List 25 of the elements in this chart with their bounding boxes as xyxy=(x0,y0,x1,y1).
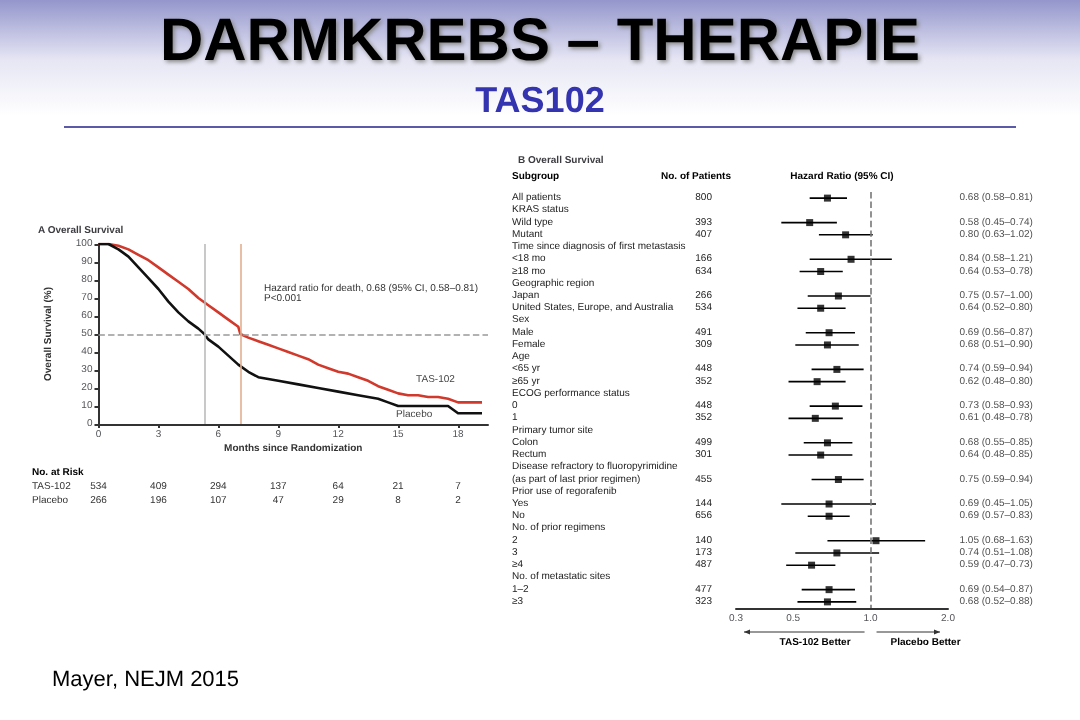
point xyxy=(834,476,842,484)
point xyxy=(831,402,839,410)
point xyxy=(811,414,819,422)
point xyxy=(823,194,831,202)
text: Mayer, NEJM 2015 xyxy=(52,668,240,692)
point xyxy=(847,255,855,263)
point xyxy=(825,512,833,520)
text: TAS102 xyxy=(473,80,607,122)
point xyxy=(842,231,850,239)
text: DARMKREBS – THERAPIE xyxy=(157,8,923,76)
point xyxy=(825,586,833,594)
point xyxy=(817,304,825,312)
point xyxy=(834,292,842,300)
point xyxy=(825,329,833,337)
point xyxy=(833,549,841,557)
point xyxy=(823,341,831,349)
point xyxy=(817,451,825,459)
point xyxy=(823,439,831,447)
point xyxy=(825,500,833,508)
point xyxy=(817,268,825,276)
point xyxy=(813,378,821,386)
point xyxy=(808,561,816,569)
point xyxy=(806,219,814,227)
point xyxy=(833,365,841,373)
point xyxy=(823,598,831,606)
